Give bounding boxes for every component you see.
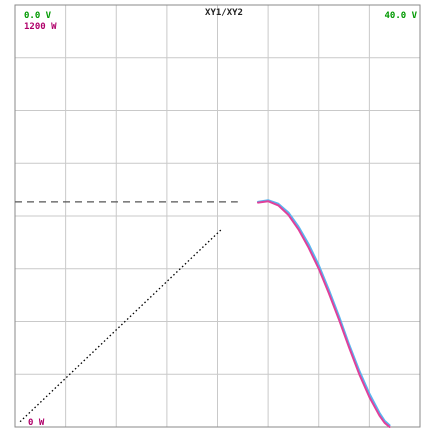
left-voltage-readout: 0.0 V	[24, 11, 52, 21]
right-voltage-readout: 40.0 V	[384, 11, 417, 21]
grid	[14, 4, 421, 428]
plot-frame	[14, 4, 421, 428]
series-line-2	[257, 200, 391, 428]
series-group	[15, 199, 391, 428]
left-power-readout: 1200 W	[24, 22, 57, 32]
series-line-1	[257, 199, 391, 427]
plot-title: XY1/XY2	[205, 8, 243, 18]
series-line-4	[19, 227, 224, 423]
readouts: 0.0 V 1200 W XY1/XY2 40.0 V 0 W	[24, 8, 418, 428]
bottom-power-readout: 0 W	[28, 418, 45, 428]
